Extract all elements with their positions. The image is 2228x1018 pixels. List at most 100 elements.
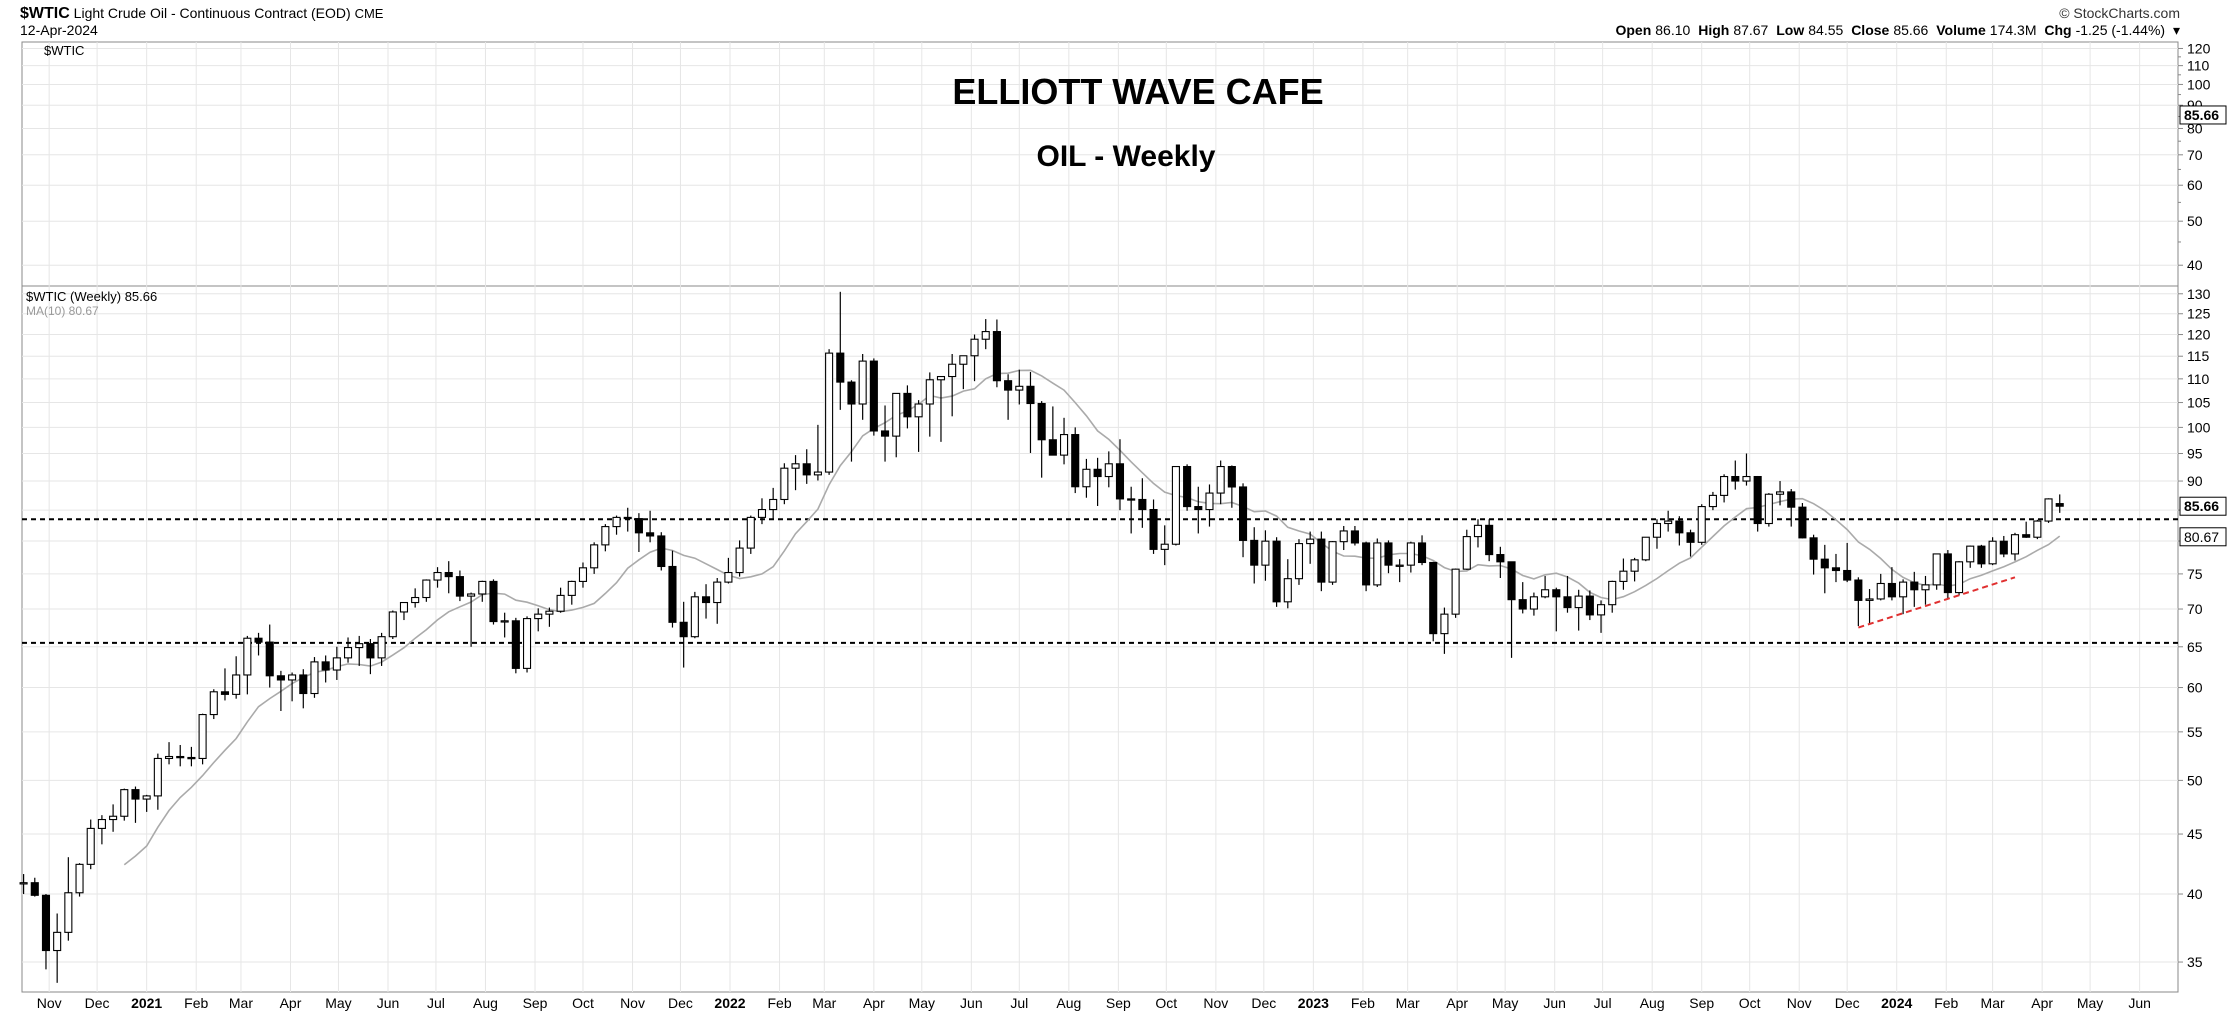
candle-body bbox=[1294, 543, 1304, 580]
x-tick-label: Oct bbox=[572, 995, 594, 1011]
low-label: Low bbox=[1776, 22, 1805, 38]
last-price-tag-text: 85.66 bbox=[2184, 498, 2219, 514]
candle-body bbox=[892, 392, 901, 437]
candle-body bbox=[769, 498, 778, 511]
x-tick-label: Aug bbox=[473, 995, 498, 1011]
candle-body bbox=[1194, 506, 1203, 511]
candle-body bbox=[1272, 540, 1281, 603]
candle-body bbox=[634, 518, 643, 534]
candle-body bbox=[1507, 561, 1516, 601]
open-value: 86.10 bbox=[1655, 22, 1691, 38]
x-tick-label: Mar bbox=[229, 995, 253, 1011]
y-tick-label: 100 bbox=[2187, 76, 2211, 92]
candle-body bbox=[198, 714, 207, 760]
x-tick-label: Feb bbox=[767, 995, 791, 1011]
candle-body bbox=[53, 931, 62, 952]
candle-body bbox=[858, 360, 867, 405]
candle-body bbox=[556, 594, 565, 612]
candle-body bbox=[41, 894, 51, 952]
candle-body bbox=[746, 516, 755, 549]
candle-body bbox=[1742, 475, 1751, 482]
candle-body bbox=[1686, 532, 1695, 543]
candle-body bbox=[545, 610, 554, 615]
x-tick-label: Nov bbox=[37, 995, 62, 1011]
candle-body bbox=[880, 430, 890, 437]
candle-body bbox=[332, 657, 341, 671]
candle-body bbox=[1921, 584, 1930, 591]
candle-body bbox=[1138, 498, 1147, 511]
candle-body bbox=[254, 637, 263, 643]
candle-body bbox=[1574, 595, 1583, 609]
candle-body bbox=[724, 571, 733, 583]
candle-body bbox=[1473, 524, 1483, 538]
candle-body bbox=[813, 471, 822, 476]
candle-body bbox=[433, 571, 442, 581]
dropdown-arrow-icon[interactable]: ▾ bbox=[2172, 22, 2180, 38]
candle-body bbox=[690, 596, 699, 638]
candle-body bbox=[1630, 559, 1639, 572]
symbol-label: $WTIC bbox=[20, 5, 70, 22]
x-tick-label: Aug bbox=[1640, 995, 1665, 1011]
candle-body bbox=[1004, 380, 1013, 391]
chart-header-symbol: $WTIC Light Crude Oil - Continuous Contr… bbox=[20, 5, 383, 22]
x-tick-label: Dec bbox=[668, 995, 693, 1011]
candle-body bbox=[2033, 520, 2042, 538]
y-tick-label: 130 bbox=[2187, 286, 2211, 302]
candle-body bbox=[1563, 596, 1572, 609]
candle-body bbox=[455, 576, 464, 597]
candle-body bbox=[86, 827, 95, 865]
candle-body bbox=[1283, 578, 1292, 603]
x-tick-label: Sep bbox=[523, 995, 548, 1011]
candle-body bbox=[120, 789, 129, 817]
candle-body bbox=[1362, 542, 1371, 586]
candle-body bbox=[1015, 385, 1024, 391]
ohlc-summary: Open 86.10 High 87.67 Low 84.55 Close 85.66 … bbox=[1611, 22, 2180, 38]
x-tick-label: Dec bbox=[1835, 995, 1860, 1011]
top-panel-label: $WTIC bbox=[44, 43, 84, 58]
y-tick-label: 120 bbox=[2187, 40, 2211, 56]
candle-body bbox=[343, 647, 353, 659]
x-tick-label: Oct bbox=[1739, 995, 1761, 1011]
candle-body bbox=[1395, 564, 1404, 567]
high-value: 87.67 bbox=[1733, 22, 1769, 38]
candle-body bbox=[623, 516, 632, 520]
candle-body bbox=[1697, 506, 1706, 543]
candle-body bbox=[1373, 542, 1382, 586]
candle-body bbox=[478, 580, 487, 595]
candle-body bbox=[1999, 540, 2008, 555]
candle-body bbox=[1328, 541, 1337, 583]
candle-body bbox=[1082, 468, 1091, 488]
candle-body bbox=[1417, 542, 1427, 564]
candle-body bbox=[411, 596, 420, 604]
x-tick-label: Apr bbox=[1446, 995, 1468, 1011]
red-trendline bbox=[1858, 576, 2016, 629]
candle-body bbox=[1149, 509, 1158, 550]
watermark: © StockCharts.com bbox=[2059, 5, 2180, 21]
candle-body bbox=[1552, 589, 1561, 598]
chart-date: 12-Apr-2024 bbox=[20, 22, 98, 38]
y-tick-label: 115 bbox=[2187, 348, 2210, 364]
y-tick-label: 35 bbox=[2187, 954, 2203, 970]
candle-body bbox=[422, 579, 431, 599]
top-panel-grid bbox=[22, 42, 2178, 286]
y-tick-label: 50 bbox=[2187, 213, 2203, 229]
candle-body bbox=[1876, 582, 1885, 600]
y-tick-label: 105 bbox=[2187, 395, 2211, 411]
candle-body bbox=[265, 641, 274, 677]
y-tick-label: 40 bbox=[2187, 257, 2203, 273]
candle-body bbox=[2055, 503, 2064, 507]
candle-body bbox=[1664, 520, 1673, 525]
exchange-label: CME bbox=[354, 6, 384, 21]
candle-body bbox=[1887, 582, 1896, 598]
chg-label: Chg bbox=[2044, 22, 2072, 38]
candle-body bbox=[2010, 534, 2020, 555]
x-tick-label: Nov bbox=[1787, 995, 1812, 1011]
y-tick-label: 75 bbox=[2187, 566, 2203, 582]
y-tick-label: 95 bbox=[2187, 446, 2203, 462]
candle-body bbox=[1675, 520, 1684, 534]
candle-body bbox=[1115, 463, 1125, 500]
candle-body bbox=[1104, 463, 1113, 478]
candle-body bbox=[1865, 598, 1874, 601]
candle-body bbox=[142, 795, 151, 800]
candle-body bbox=[2022, 534, 2031, 538]
